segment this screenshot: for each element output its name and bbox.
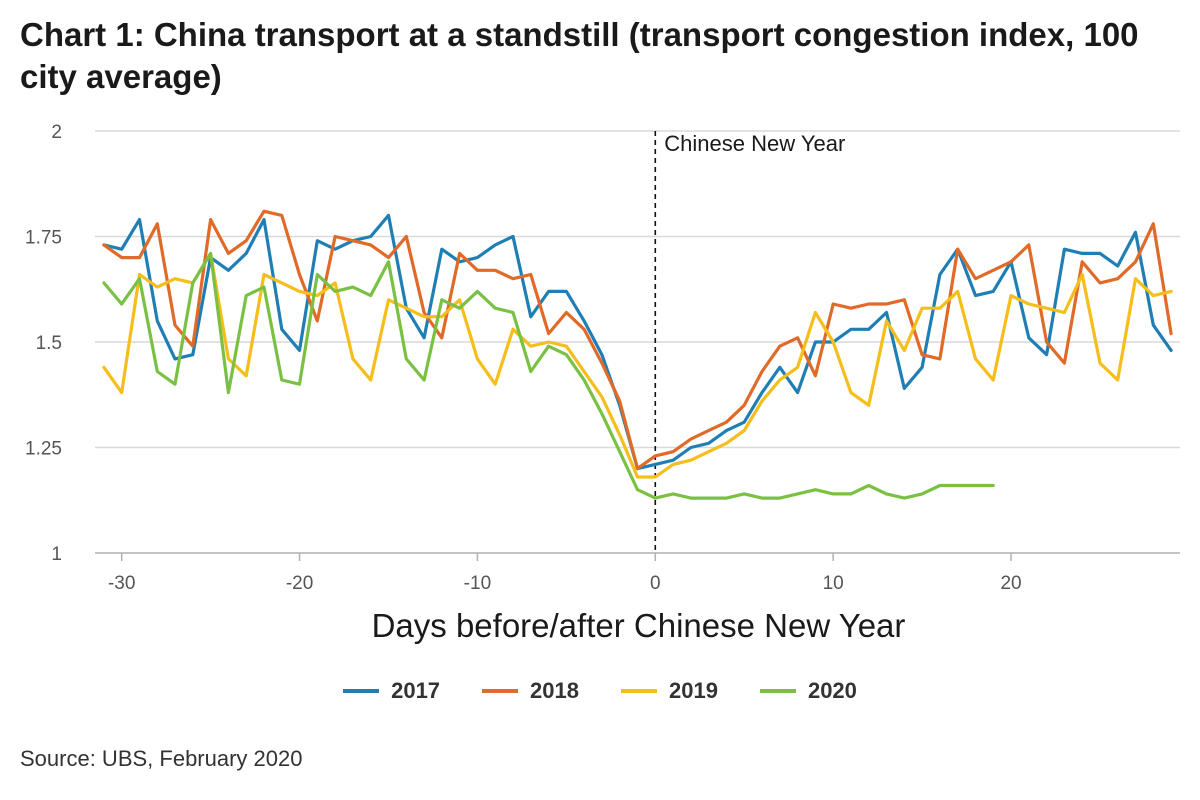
series-line-2019: [102, 251, 1173, 479]
x-tick-label: -20: [286, 573, 313, 594]
legend-label: 2020: [807, 678, 857, 703]
series-lines: [102, 209, 1173, 500]
series-line-2018: [102, 209, 1173, 471]
legend: 2017 2018 2019 2020: [0, 678, 1200, 704]
legend-swatch: [759, 689, 796, 693]
legend-swatch: [621, 689, 657, 693]
x-tick-label: 10: [823, 573, 844, 594]
legend-swatch: [482, 689, 519, 693]
legend-swatch: [343, 689, 380, 693]
y-tick-label: 1.5: [36, 333, 62, 354]
legend-item-2018: 2018: [482, 678, 579, 704]
legend-label: 2018: [530, 678, 579, 703]
y-tick-label: 1: [51, 544, 62, 565]
x-tick-label: 20: [1000, 573, 1021, 594]
y-tick-label: 2: [51, 122, 62, 143]
chart-title: Chart 1: China transport at a standstill…: [20, 16, 1139, 95]
x-tick-label: -10: [464, 573, 491, 594]
x-axis-label: Days before/after Chinese New Year: [372, 607, 906, 644]
legend-item-2020: 2020: [759, 678, 857, 704]
series-line-2020: [102, 251, 995, 500]
annotation-label: Chinese New Year: [664, 131, 845, 156]
x-axis-ticks: -30 -20 -10 0 10 20: [108, 553, 1022, 594]
source-note: Source: UBS, February 2020: [20, 746, 303, 771]
legend-item-2017: 2017: [343, 678, 440, 704]
y-tick-label: 1.75: [25, 228, 62, 249]
legend-label: 2019: [669, 678, 718, 703]
y-axis-ticks: 1 1.25 1.5 1.75 2: [25, 122, 62, 565]
x-tick-label: 0: [650, 573, 661, 594]
x-tick-label: -30: [108, 573, 135, 594]
legend-item-2019: 2019: [621, 678, 718, 704]
gridlines: [95, 130, 1180, 449]
legend-label: 2017: [391, 678, 441, 703]
y-tick-label: 1.25: [25, 439, 62, 460]
